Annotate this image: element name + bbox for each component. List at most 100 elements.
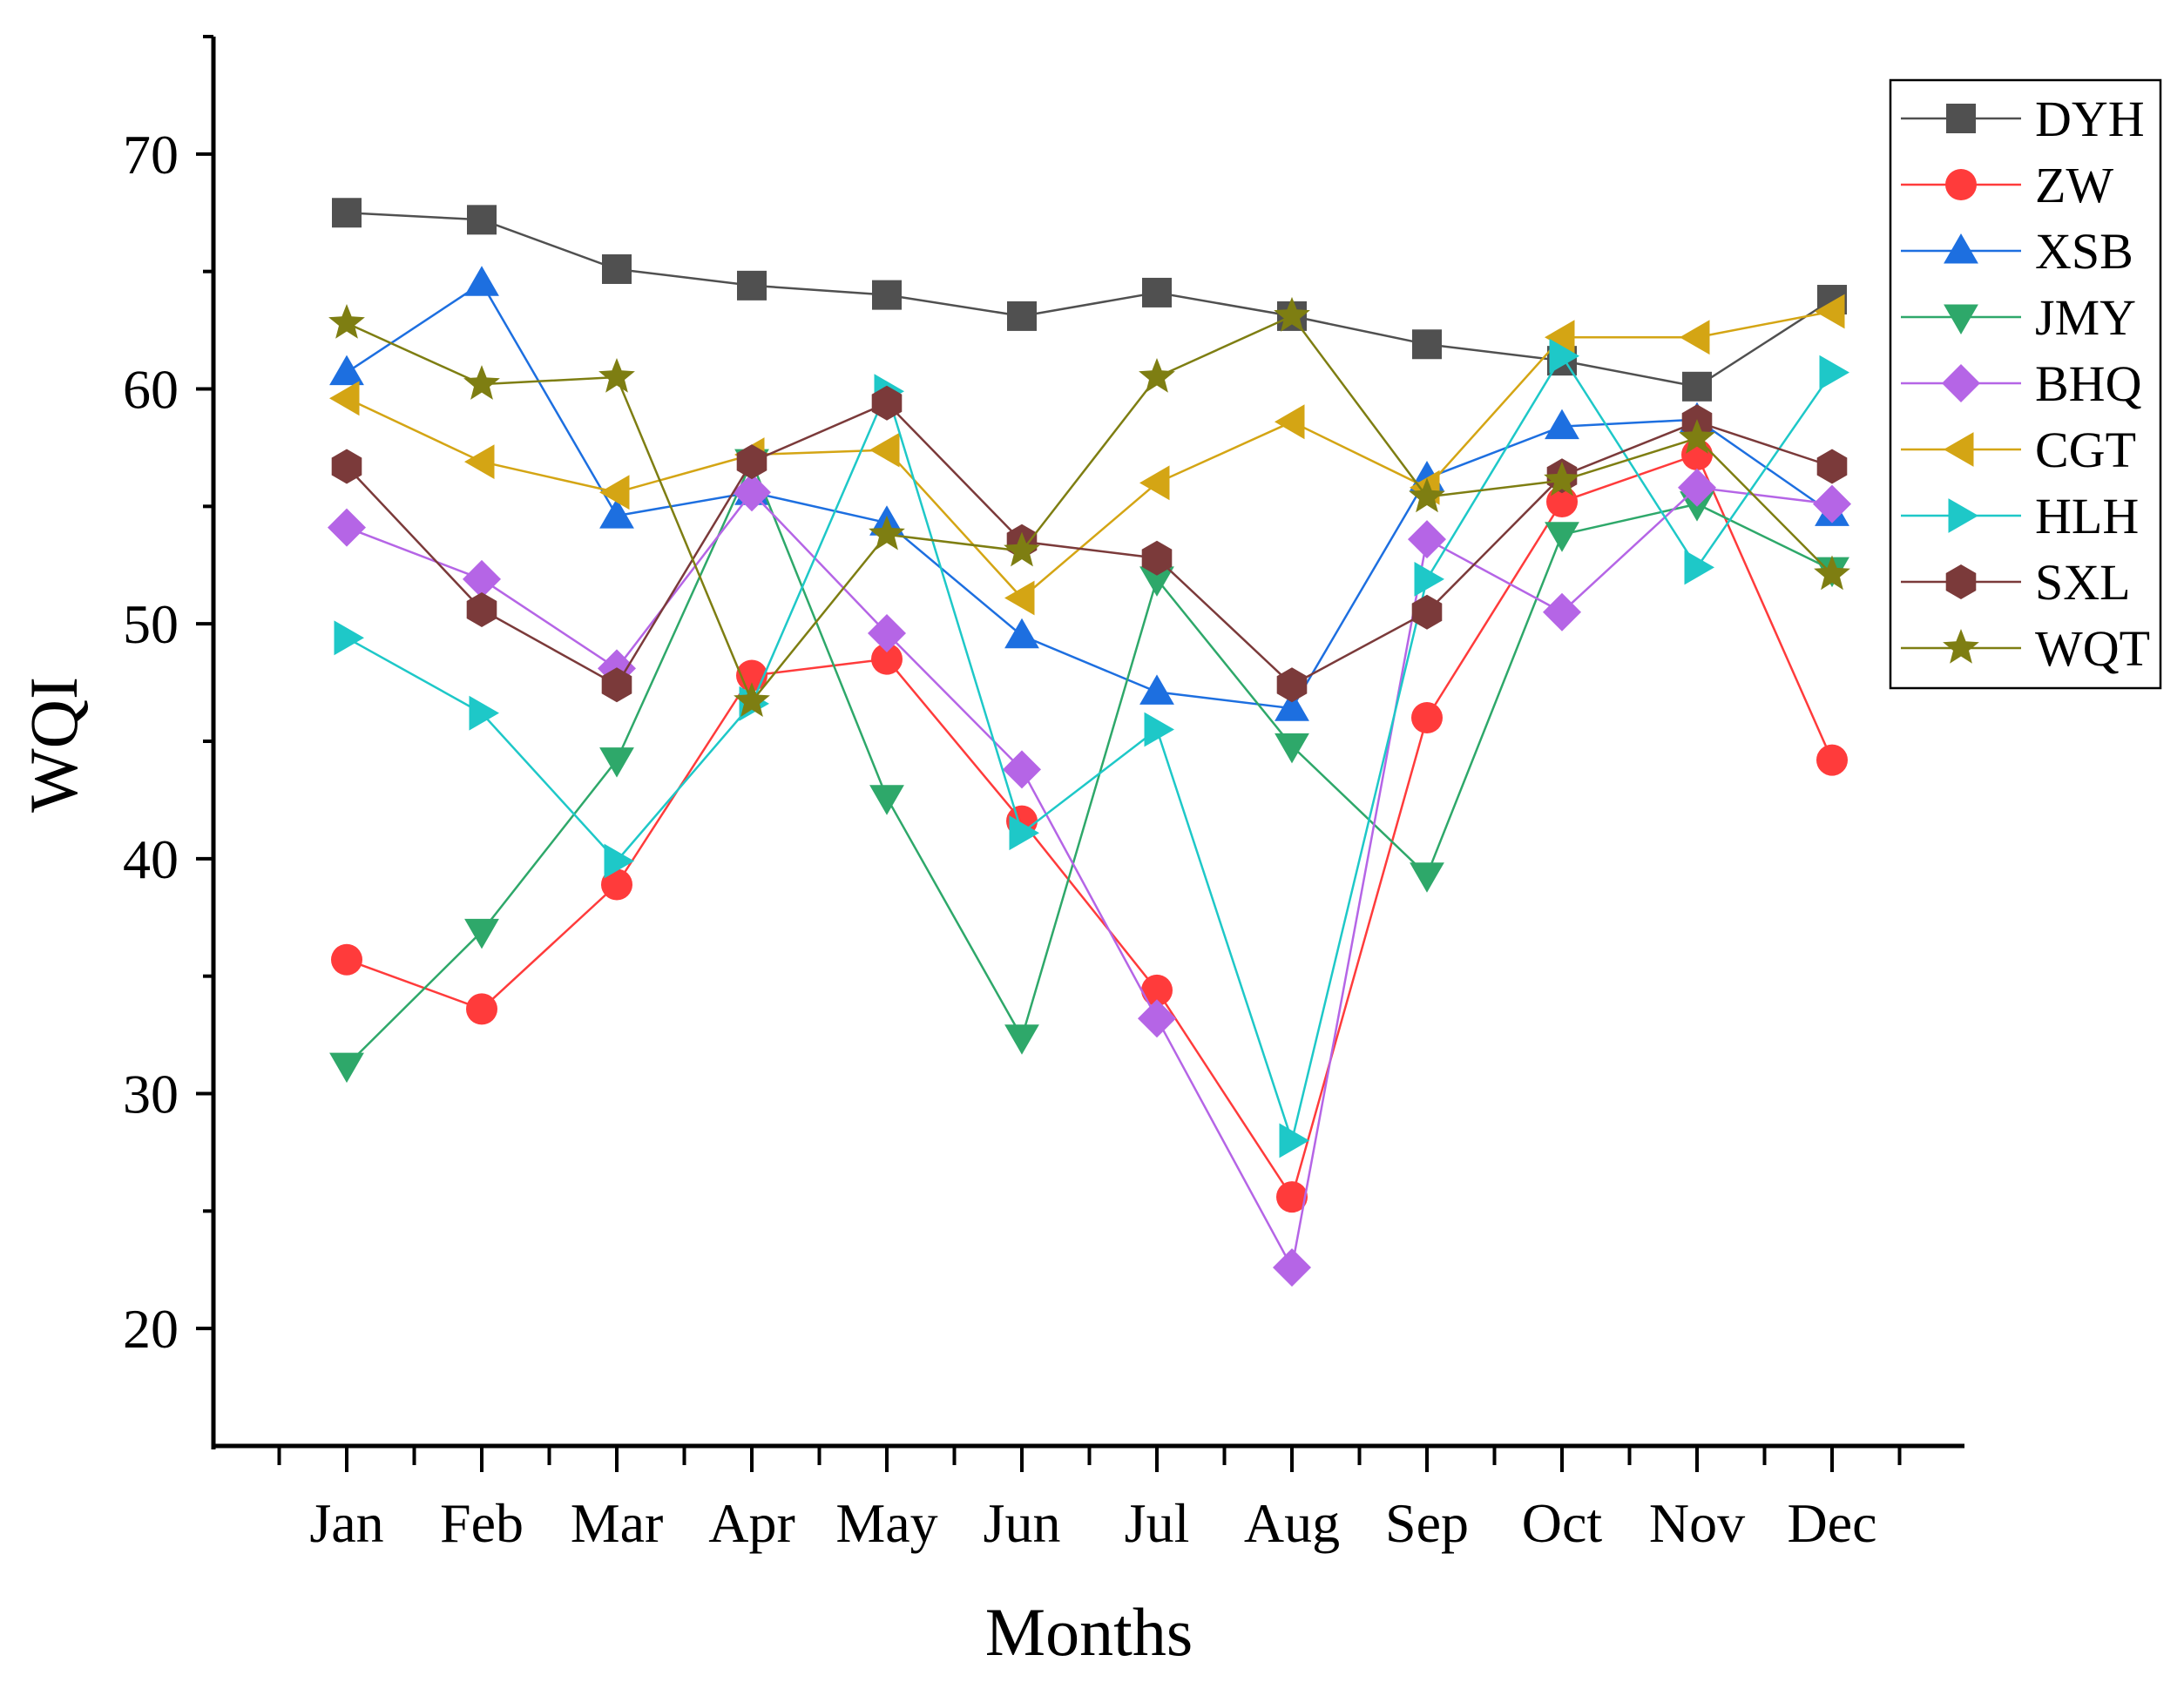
- point-hlh-aug: [1279, 1123, 1309, 1158]
- point-bhq-jan: [328, 508, 366, 547]
- point-cgt-nov: [1680, 320, 1710, 355]
- legend-label-jmy: JMY: [2035, 289, 2136, 346]
- point-bhq-feb: [463, 559, 501, 598]
- point-sxl-jul: [1141, 540, 1173, 576]
- point-xsb-jul: [1139, 674, 1174, 705]
- point-xsb-feb: [464, 266, 499, 296]
- series-line-sxl: [346, 402, 1833, 686]
- legend-label-zw: ZW: [2035, 157, 2113, 213]
- point-jmy-jun: [1004, 1024, 1039, 1055]
- legend-marker-jmy: [1944, 304, 1978, 334]
- point-dyh-may: [872, 280, 902, 310]
- point-sxl-sep: [1411, 594, 1443, 630]
- y-tick-label: 20: [123, 1298, 179, 1360]
- point-zw-jul: [1141, 974, 1173, 1006]
- point-wqt-aug: [1274, 296, 1310, 332]
- point-cgt-feb: [464, 444, 495, 479]
- point-wqt-jun: [1004, 531, 1040, 567]
- legend-label-dyh: DYH: [2035, 91, 2145, 147]
- point-jmy-jan: [329, 1052, 364, 1084]
- y-tick-label: 50: [123, 593, 179, 655]
- point-cgt-may: [869, 432, 900, 468]
- point-xsb-jan: [329, 355, 364, 386]
- y-axis-title: WQI: [16, 677, 91, 813]
- point-sxl-may: [871, 385, 903, 421]
- point-wqt-mar: [598, 358, 635, 393]
- point-wqt-jan: [328, 304, 365, 339]
- point-cgt-jan: [329, 381, 360, 416]
- series-line-dyh: [346, 212, 1833, 388]
- point-xsb-mar: [599, 498, 634, 529]
- legend: DYH ZW XSB JMY BHQ CGT HLH SXL WQT: [1889, 78, 2162, 690]
- point-dyh-sep: [1412, 329, 1442, 360]
- legend-item-dyh: DYH: [1901, 91, 2145, 147]
- point-bhq-dec: [1813, 484, 1851, 524]
- point-cgt-oct: [1545, 320, 1575, 355]
- y-tick-label: 60: [123, 359, 179, 421]
- series-jmy: [329, 449, 1849, 1084]
- x-tick-label-apr: Apr: [708, 1492, 795, 1554]
- legend-label-hlh: HLH: [2035, 488, 2139, 544]
- point-hlh-jul: [1144, 712, 1174, 747]
- x-tick-label-aug: Aug: [1244, 1492, 1340, 1554]
- series-layer: [328, 198, 1851, 1287]
- point-hlh-jan: [334, 620, 364, 656]
- legend-item-jmy: JMY: [1901, 289, 2136, 346]
- point-zw-feb: [466, 993, 497, 1025]
- point-bhq-jul: [1138, 999, 1176, 1038]
- series-bhq: [328, 468, 1851, 1287]
- series-zw: [331, 439, 1848, 1213]
- x-tick-label-feb: Feb: [440, 1492, 524, 1554]
- point-xsb-oct: [1545, 409, 1579, 440]
- legend-item-wqt: WQT: [1901, 620, 2150, 677]
- point-jmy-sep: [1410, 862, 1444, 893]
- point-zw-aug: [1276, 1181, 1308, 1213]
- point-wqt-dec: [1814, 555, 1850, 591]
- point-hlh-mar: [604, 843, 634, 879]
- series-sxl: [331, 385, 1848, 703]
- point-dyh-mar: [602, 253, 632, 284]
- point-jmy-jul: [1139, 566, 1174, 597]
- point-sxl-apr: [736, 444, 767, 480]
- x-tick-label-may: May: [835, 1492, 937, 1554]
- point-wqt-sep: [1409, 477, 1445, 513]
- series-line-zw: [346, 453, 1834, 1200]
- legend-label-wqt: WQT: [2035, 620, 2150, 677]
- legend-marker-xsb: [1944, 233, 1978, 264]
- x-tick-label-mar: Mar: [571, 1492, 664, 1554]
- legend-label-xsb: XSB: [2035, 223, 2133, 280]
- series-wqt: [328, 296, 1850, 717]
- x-tick-label-oct: Oct: [1522, 1492, 1603, 1554]
- legend-marker-dyh: [1946, 104, 1976, 133]
- series-line-xsb: [346, 281, 1833, 710]
- legend-label-bhq: BHQ: [2035, 355, 2141, 412]
- point-bhq-jun: [1003, 750, 1041, 789]
- point-dyh-jul: [1142, 277, 1172, 307]
- y-tick-label: 40: [123, 828, 179, 890]
- point-hlh-dec: [1819, 355, 1849, 390]
- point-jmy-mar: [599, 747, 634, 778]
- point-hlh-feb: [469, 695, 499, 731]
- point-hlh-nov: [1684, 550, 1714, 585]
- point-zw-mar: [601, 868, 632, 901]
- x-axis-title: Months: [985, 1594, 1193, 1670]
- point-zw-sep: [1411, 702, 1443, 734]
- point-bhq-oct: [1543, 592, 1581, 632]
- point-sxl-dec: [1816, 449, 1848, 484]
- point-jmy-oct: [1545, 522, 1579, 552]
- legend-marker-cgt: [1944, 432, 1974, 467]
- x-tick-label-jan: Jan: [309, 1492, 383, 1554]
- point-dyh-apr: [737, 270, 767, 301]
- point-zw-dec: [1816, 744, 1848, 776]
- point-jmy-may: [869, 785, 904, 815]
- legend-item-cgt: CGT: [1901, 422, 2136, 478]
- x-tick-label-dec: Dec: [1787, 1492, 1876, 1554]
- y-tick-label: 70: [123, 124, 179, 186]
- legend-item-hlh: HLH: [1901, 488, 2139, 544]
- point-zw-may: [871, 643, 903, 675]
- series-line-jmy: [346, 458, 1833, 1066]
- point-zw-jan: [331, 943, 362, 976]
- y-tick-label: 30: [123, 1064, 179, 1125]
